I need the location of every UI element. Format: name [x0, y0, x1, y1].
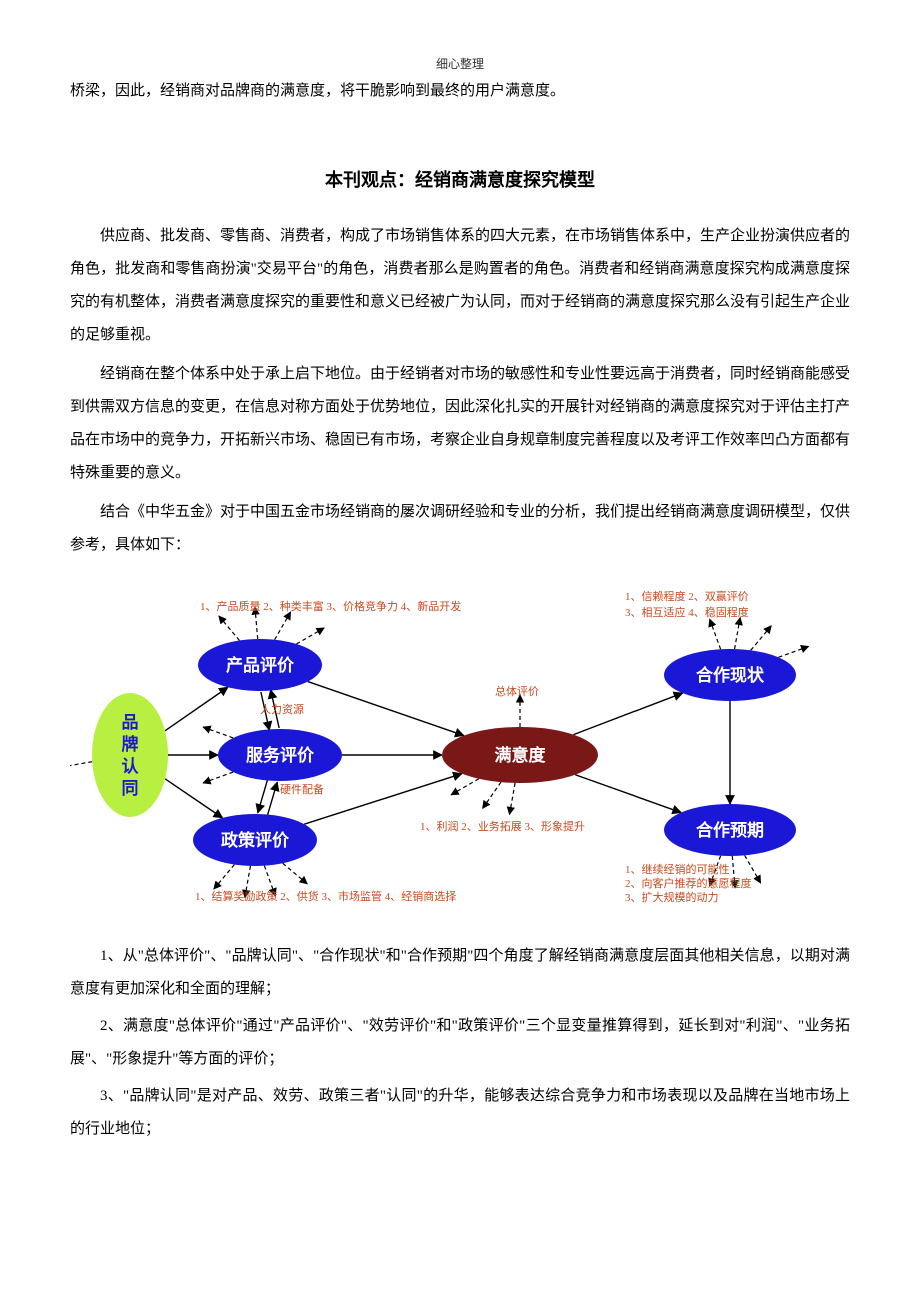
note-2: 2、满意度"总体评价"通过"产品评价"、"效劳评价"和"政策评价"三个显变量推算… [70, 1010, 850, 1076]
node-coopnow: 合作现状 [664, 649, 796, 701]
svg-text:同: 同 [122, 779, 139, 798]
svg-text:总体评价: 总体评价 [495, 684, 539, 698]
svg-text:3、扩大规模的动力: 3、扩大规模的动力 [625, 890, 719, 904]
svg-text:合作预期: 合作预期 [696, 820, 764, 840]
svg-text:合作现状: 合作现状 [696, 665, 765, 685]
model-diagram: 品牌认同 产品评价服务评价政策评价 满意度 合作现状合作预期 1、产品质量 2、种类丰富… [70, 580, 850, 910]
solid-arrows-layer [70, 607, 809, 897]
body-paragraph-1: 供应商、批发商、零售商、消费者，构成了市场销售体系的四大元素，在市场销售体系中，… [70, 220, 850, 352]
node-service: 服务评价 [218, 729, 342, 781]
lead-paragraph: 桥梁，因此，经销商对品牌商的满意度，将干脆影响到最终的用户满意度。 [70, 76, 850, 106]
svg-text:品: 品 [122, 713, 139, 732]
svg-text:满意度: 满意度 [495, 745, 547, 765]
node-product: 产品评价 [198, 639, 322, 691]
svg-text:服务评价: 服务评价 [246, 745, 315, 765]
svg-text:硬件配备: 硬件配备 [280, 782, 324, 796]
svg-text:认: 认 [122, 756, 140, 776]
node-sat: 满意度 [442, 727, 598, 783]
note-3: 3、"品牌认同"是对产品、效劳、政策三者"认同"的升华，能够表达综合竞争力和市场… [70, 1080, 850, 1146]
body-paragraph-2: 经销商在整个体系中处于承上启下地位。由于经销者对市场的敏感性和专业性要远高于消费… [70, 358, 850, 490]
header-tag: 细心整理 [70, 55, 850, 72]
node-brand: 品牌认同 [92, 693, 168, 817]
document-page: 细心整理 桥梁，因此，经销商对品牌商的满意度，将干脆影响到最终的用户满意度。 本… [0, 0, 920, 1190]
svg-text:牌: 牌 [122, 734, 139, 754]
svg-text:1、利润 2、业务拓展 3、形象提升: 1、利润 2、业务拓展 3、形象提升 [420, 819, 585, 833]
node-policy: 政策评价 [193, 814, 317, 866]
svg-text:产品评价: 产品评价 [226, 655, 295, 675]
svg-text:人力资源: 人力资源 [260, 702, 304, 716]
svg-text:1、产品质量 2、种类丰富 3、价格竞争力 4、新品开: 1、产品质量 2、种类丰富 3、价格竞争力 4、新品开发 [200, 599, 461, 613]
body-paragraph-3: 结合《中华五金》对于中国五金市场经销商的屡次调研经验和专业的分析，我们提出经销商… [70, 496, 850, 562]
svg-text:政策评价: 政策评价 [221, 830, 290, 850]
svg-text:1、继续经销的可能性: 1、继续经销的可能性 [625, 862, 730, 876]
svg-text:2、向客户推荐的意愿程度: 2、向客户推荐的意愿程度 [625, 876, 752, 890]
svg-text:1、信赖程度 2、双赢评价: 1、信赖程度 2、双赢评价 [625, 589, 749, 603]
node-coopfut: 合作预期 [664, 804, 796, 856]
note-1: 1、从"总体评价"、"品牌认同"、"合作现状"和"合作预期"四个角度了解经销商满… [70, 940, 850, 1006]
svg-text:3、相互适应 4、稳固程度: 3、相互适应 4、稳固程度 [625, 605, 749, 619]
svg-text:1、结算奖励政策 2、供货 3、市场监管 4、经销商选: 1、结算奖励政策 2、供货 3、市场监管 4、经销商选择 [195, 889, 456, 903]
section-title: 本刊观点：经销商满意度探究模型 [70, 166, 850, 192]
diagram-svg: 品牌认同 产品评价服务评价政策评价 满意度 合作现状合作预期 1、产品质量 2、种类丰富… [70, 580, 850, 910]
